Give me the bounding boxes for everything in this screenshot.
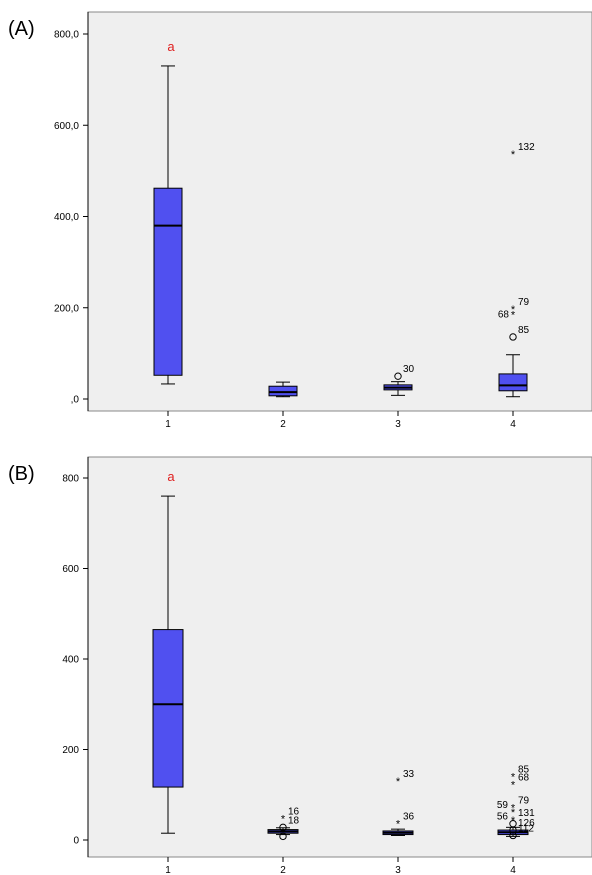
panel-a-outlier-label: 68 xyxy=(498,310,510,321)
panel-b-outlier-star: * xyxy=(511,807,516,819)
panel-b-outlier-star: * xyxy=(281,814,286,826)
panel-a-y-tick-label: 400,0 xyxy=(54,212,79,223)
panel-b-outlier-star: * xyxy=(511,802,516,814)
panel-b-x-tick-label: 2 xyxy=(280,865,286,875)
panel-a-x-tick-label: 2 xyxy=(280,419,286,430)
panel-b-x-tick-label: 3 xyxy=(395,865,401,875)
panel-b-outlier-star: * xyxy=(511,772,516,784)
panel-b-outlier-label: 79 xyxy=(518,795,530,806)
panel-a-outlier-star: * xyxy=(511,304,516,316)
panel-a-box-4 xyxy=(498,373,528,392)
panel-b-box-1-annotation: a xyxy=(167,469,175,484)
panel-b-x-tick-label: 4 xyxy=(510,865,516,875)
panel-b-outlier-label: 18 xyxy=(288,815,300,826)
panel-b-outlier-circle xyxy=(509,831,517,840)
panel-a-outlier-star: * xyxy=(511,310,516,322)
panel-a-y-tick-label: 800,0 xyxy=(54,30,79,41)
panel-b-outlier-label: 112 xyxy=(518,823,534,834)
panel-b-outlier-circle xyxy=(279,823,287,832)
panel-b-outlier-label: 56 xyxy=(497,812,509,823)
panel-b-outlier-label: 131 xyxy=(518,808,535,819)
panel-b-y-tick-label: 600 xyxy=(62,564,79,575)
panel-b-y-tick-label: 0 xyxy=(73,836,79,847)
panel-b-outlier-star: * xyxy=(511,815,516,827)
panel-a-label: (A) xyxy=(8,18,35,40)
panel-a-outlier-label: 30 xyxy=(403,364,415,375)
panel-b-box-1 xyxy=(152,629,184,788)
panel-b-outlier-circle xyxy=(509,820,517,828)
panel-b-outlier-label: 85 xyxy=(518,765,530,776)
panel-a-box-1-annotation: a xyxy=(167,39,175,54)
panel-b-y-tick-label: 400 xyxy=(62,655,79,666)
panel-b-outlier-label: 68 xyxy=(518,772,530,783)
panel-a-outlier-label: 85 xyxy=(518,325,530,336)
panel-a-x-tick-label: 1 xyxy=(165,419,171,430)
panel-b-outlier-label: 16 xyxy=(288,807,300,818)
panel-a-outlier-star: * xyxy=(511,149,516,161)
panel-a-outlier-label: 132 xyxy=(518,142,535,153)
panel-b-outlier-star: * xyxy=(396,776,401,788)
panel-b-outlier-label: 59 xyxy=(497,800,509,811)
panel-b-outlier-label: 36 xyxy=(403,811,415,822)
panel-b-outlier-circle xyxy=(279,832,287,841)
panel-a-x-tick-label: 3 xyxy=(395,419,401,430)
panel-a-x-tick-label: 4 xyxy=(510,419,516,430)
panel-a-box-1 xyxy=(153,187,183,376)
panel-a-y-tick-label: ,0 xyxy=(71,395,80,406)
panel-b-outlier-star: * xyxy=(396,818,401,830)
panel-b-label: (B) xyxy=(8,463,35,485)
panel-b-y-tick-label: 200 xyxy=(62,745,79,756)
panel-a-y-tick-label: 600,0 xyxy=(54,121,79,132)
panel-a-y-tick-label: 200,0 xyxy=(54,303,79,314)
panel-a-outlier-label: 79 xyxy=(518,297,530,308)
panel-a-outlier-circle xyxy=(509,333,517,341)
panel-b-x-tick-label: 1 xyxy=(165,865,171,875)
panel-b-outlier-label: 33 xyxy=(403,769,415,780)
panel-b-y-tick-label: 800 xyxy=(62,474,79,485)
panel-b-outlier-star: * xyxy=(511,779,516,791)
panel-b-outlier-label: 126 xyxy=(518,818,535,829)
panel-a-outlier-circle xyxy=(394,372,402,380)
panel-a-box-2 xyxy=(268,385,298,397)
